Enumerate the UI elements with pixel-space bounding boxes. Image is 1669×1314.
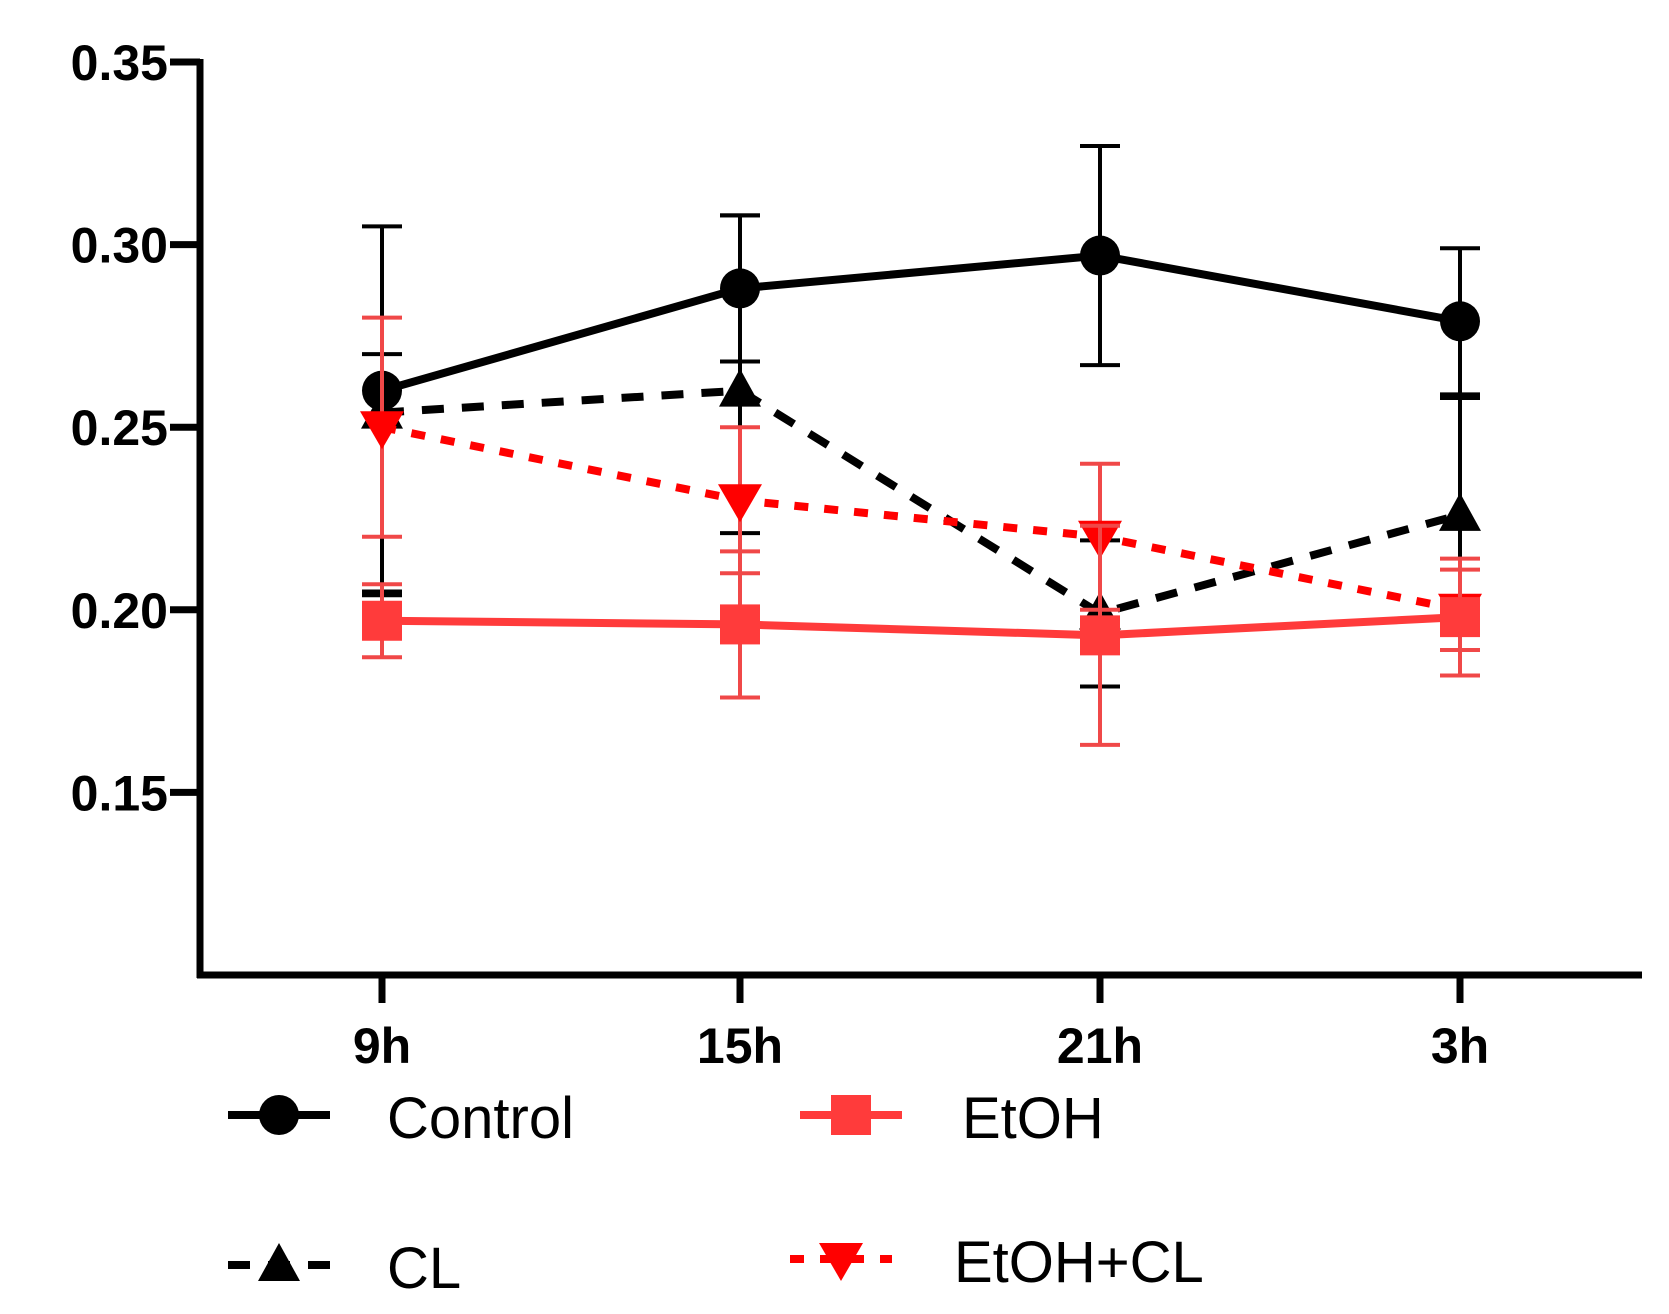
legend-label: EtOH xyxy=(962,1086,1104,1151)
legend-item-cl: CL xyxy=(228,1236,461,1301)
x-tick-label: 21h xyxy=(1057,1018,1143,1074)
legend-label: CL xyxy=(387,1236,461,1301)
legend-label: Control xyxy=(387,1086,574,1151)
data-point xyxy=(360,411,404,450)
y-tick-label: 0.35 xyxy=(71,35,168,91)
legend-item-etoh: EtOH xyxy=(800,1086,1104,1151)
data-point xyxy=(720,604,760,645)
series-etoh xyxy=(362,523,1480,747)
legend-marker xyxy=(819,1243,863,1281)
legend-label: EtOH+CL xyxy=(954,1230,1204,1295)
data-point xyxy=(1440,597,1480,638)
x-tick-label: 15h xyxy=(697,1018,783,1074)
data-point xyxy=(719,368,761,407)
series-control xyxy=(362,143,1480,594)
series-line xyxy=(381,423,1461,614)
y-tick-label: 0.20 xyxy=(71,583,168,639)
series-line xyxy=(380,251,1461,395)
y-tick-label: 0.15 xyxy=(71,765,168,821)
legend-item-control: Control xyxy=(228,1086,574,1151)
data-point xyxy=(1080,615,1120,656)
data-point xyxy=(362,600,402,641)
x-tick-label: 3h xyxy=(1431,1018,1489,1074)
series-line xyxy=(381,613,1461,640)
y-tick-label: 0.25 xyxy=(71,400,168,456)
series-line xyxy=(381,386,1462,618)
series-etoh-plus-cl xyxy=(360,315,1482,652)
legend-marker xyxy=(259,1095,299,1135)
legend-marker xyxy=(831,1095,871,1135)
data-point xyxy=(1080,235,1120,276)
series-cl xyxy=(361,213,1481,689)
y-tick-label: 0.30 xyxy=(71,218,168,274)
data-point xyxy=(1439,492,1481,531)
legend-marker xyxy=(258,1243,300,1281)
data-point xyxy=(718,484,762,523)
series-layer xyxy=(360,143,1482,747)
data-point xyxy=(1440,301,1480,342)
x-tick-label: 9h xyxy=(353,1018,411,1074)
axes: 0.15 0.20 0.25 0.30 0.35 9h 15h 21h 3h xyxy=(71,35,1642,1074)
legend: Control EtOH CL EtOH+CL xyxy=(228,1086,1204,1301)
legend-item-etoh-plus-cl: EtOH+CL xyxy=(790,1230,1204,1295)
